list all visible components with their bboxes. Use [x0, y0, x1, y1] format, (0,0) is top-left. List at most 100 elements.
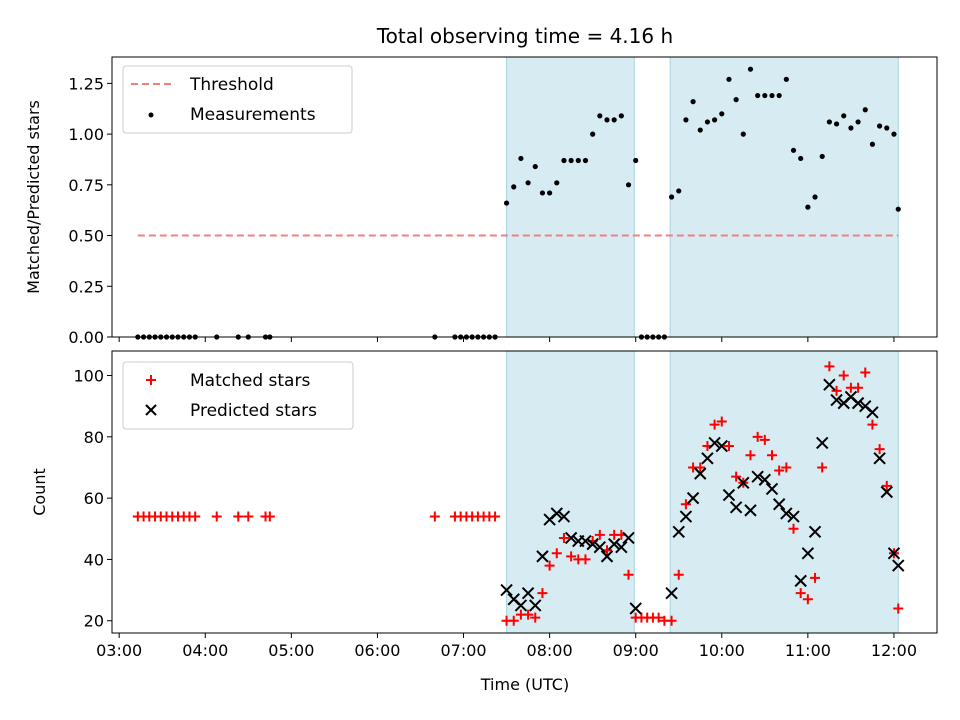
matched-point [774, 465, 785, 476]
chart-title: Total observing time = 4.16 h [376, 24, 673, 48]
measurement-point [697, 127, 703, 133]
matched-point [824, 361, 835, 372]
x-tick-label: 12:00 [871, 641, 917, 660]
y-tick-label: 0.50 [68, 227, 104, 246]
matched-point [781, 462, 792, 473]
matched-point [429, 511, 440, 522]
y-tick-label: 80 [84, 428, 104, 447]
predicted-point [672, 525, 685, 539]
measurement-point [568, 157, 574, 164]
shaded-interval-1 [506, 350, 635, 634]
measurement-point [833, 121, 840, 127]
matched-point [523, 609, 534, 620]
predicted-point [665, 586, 678, 600]
measurement-point [539, 190, 546, 196]
measurement-point [726, 76, 732, 82]
series-matched-stars [132, 361, 904, 626]
measurement-point [597, 113, 603, 119]
predicted-point [514, 599, 528, 612]
measurement-point [826, 119, 832, 125]
predicted-point [622, 531, 635, 545]
predicted-point [679, 510, 693, 523]
bottom-shaded-intervals [506, 350, 899, 634]
matched-point [680, 499, 691, 510]
predicted-point [729, 501, 743, 514]
matched-point [767, 450, 777, 461]
y-tick-label: 0.25 [68, 277, 104, 296]
shaded-interval-2 [669, 56, 899, 338]
predicted-point [765, 482, 779, 496]
measurement-point [547, 190, 553, 196]
matched-point [759, 434, 770, 445]
matched-point [558, 532, 569, 543]
top-legend: Threshold Measurements [122, 65, 353, 134]
measurement-point [776, 92, 782, 99]
measurement-point [891, 131, 897, 137]
matched-point [551, 548, 562, 559]
measurement-point [733, 97, 739, 103]
matched-point [673, 569, 684, 580]
predicted-point [744, 504, 757, 517]
measurement-point [812, 194, 818, 200]
y-tick-label: 0.00 [68, 328, 104, 347]
predicted-point [808, 525, 822, 539]
measurement-point [762, 92, 768, 99]
measurement-point [611, 117, 617, 123]
predicted-point [873, 452, 886, 465]
measurement-point [841, 113, 847, 119]
matched-point [795, 588, 806, 599]
top-legend-box [122, 65, 353, 134]
measurement-point [855, 119, 861, 125]
matched-point [508, 615, 519, 626]
predicted-point [715, 439, 728, 453]
x-tick-label: 09:00 [613, 641, 659, 660]
measurement-point [683, 117, 689, 123]
measurement-point [769, 92, 775, 99]
measurement-point [798, 155, 804, 162]
matched-point [653, 612, 664, 623]
predicted-point [593, 540, 607, 554]
measurement-point [848, 125, 854, 131]
x-tick-label: 10:00 [699, 641, 745, 660]
measurement-point [633, 157, 639, 164]
predicted-point [758, 473, 772, 486]
predicted-point [615, 540, 628, 554]
predicted-point [823, 378, 836, 391]
measurement-point [618, 113, 624, 119]
series-predicted-stars [500, 378, 905, 615]
bottom-y-ticks: 20 40 60 80 100 [73, 367, 112, 631]
measurement-point [690, 99, 696, 105]
predicted-point [701, 452, 714, 465]
matched-point [695, 462, 706, 473]
matched-point [537, 588, 548, 599]
top-y-ticks: 0.00 0.25 0.50 0.75 1.00 1.25 [68, 74, 112, 347]
measurement-point [625, 182, 632, 188]
matched-point [544, 560, 555, 571]
bottom-axes-frame [111, 350, 938, 634]
matched-point [788, 523, 799, 534]
x-tick-label: 03:00 [96, 641, 142, 660]
measurement-point [712, 117, 718, 123]
predicted-point [629, 602, 642, 615]
measurement-point [755, 92, 761, 99]
predicted-point [794, 574, 807, 588]
predicted-point [500, 583, 513, 597]
top-axes-frame [111, 56, 938, 338]
measurement-point [582, 157, 589, 164]
top-y-axis-label: Matched/Predicted stars [24, 100, 43, 294]
matched-point [838, 370, 849, 381]
predicted-point [536, 550, 549, 563]
predicted-point [550, 507, 563, 520]
bottom-legend: Matched stars Predicted stars [122, 361, 354, 430]
measurement-point [805, 204, 811, 210]
legend-measurements-swatch [148, 112, 154, 118]
predicted-point [801, 547, 815, 560]
y-tick-label: 40 [84, 550, 104, 569]
bottom-panel: 20 40 60 80 100 03:00 04:00 05:00 06:00 07:00 08:… [30, 350, 938, 694]
x-tick-label: 05:00 [268, 641, 314, 660]
predicted-point [787, 510, 800, 523]
predicted-point [586, 537, 599, 551]
y-tick-label: 100 [73, 367, 104, 386]
shaded-interval-1 [506, 56, 635, 338]
